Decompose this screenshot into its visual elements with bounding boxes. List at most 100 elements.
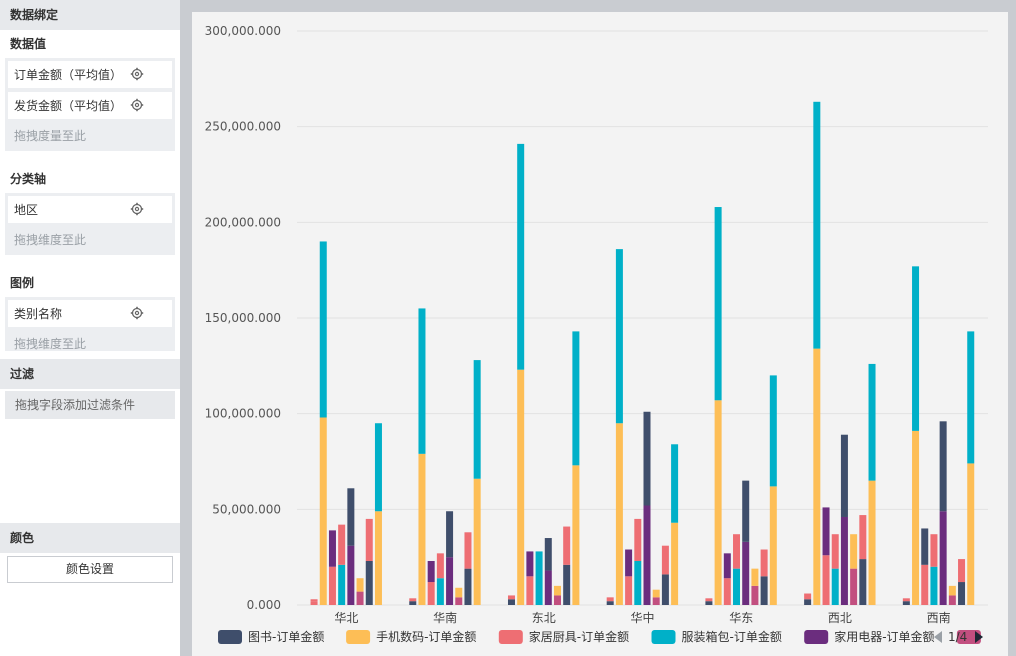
bar-segment [606,597,614,602]
bar-segment [615,249,623,424]
bar-segment [868,480,876,605]
x-tick-label: 东北 [532,611,556,625]
bar-segment [652,589,660,598]
bar-chart: 0.000 50,000.000 100,000.000 150,000.000 200… [205,24,988,644]
bar-segment [742,541,750,605]
x-tick-label: 华东 [729,611,753,625]
legend-label: 服装箱包-订单金额 [682,629,782,644]
y-tick-label: 50,000.000 [212,502,281,516]
bar-segment [661,574,669,605]
x-tick-label: 西南 [927,610,951,625]
bar-segment [671,522,679,605]
category-dropzone[interactable]: 地区 拖拽维度至此 [5,193,175,255]
bar-segment [464,532,472,569]
bar-segment [374,511,382,605]
y-tick-label: 300,000.000 [205,24,281,38]
bar-segment [652,597,660,605]
bar-segment [563,526,571,565]
bar-segment [921,528,929,565]
bar-segment [733,534,741,569]
bar-segment [553,585,561,596]
gear-icon[interactable] [130,98,144,112]
bar-segment [760,576,768,605]
x-tick-label: 华北 [334,611,358,625]
category-drop-hint: 拖拽维度至此 [14,233,87,247]
bar-segment [347,488,355,546]
color-settings-button[interactable]: 颜色设置 [7,556,173,583]
bar-segment [464,568,472,605]
filter-dropzone[interactable]: 拖拽字段添加过滤条件 [5,391,175,419]
category-chip-label: 地区 [14,203,39,217]
gear-icon[interactable] [130,67,144,81]
legend-label: 家居厨具-订单金额 [529,629,629,644]
bar-segment [751,585,759,605]
category-axis-title: 分类轴 [0,165,180,193]
bar-segment [625,576,633,605]
bar-segment [347,545,355,605]
bar-segment [939,511,947,605]
legend-swatch [651,630,676,644]
values-title: 数据值 [0,30,180,58]
legend-label: 图书-订单金额 [248,629,324,644]
bar-segment [563,564,571,605]
bar-segment [473,478,481,605]
bar-segment [912,266,920,431]
bar-segment [751,568,759,586]
bar-segment [705,601,713,605]
bar-segment [544,538,552,571]
bar-segment [328,566,336,605]
y-tick-label: 150,000.000 [205,311,281,325]
bar-segment [769,375,777,487]
bar-segment [840,434,848,517]
legend-label: 家用电器-订单金额 [834,629,934,644]
bar-segment [948,585,956,596]
legend-next-icon[interactable] [975,631,983,643]
values-dropzone[interactable]: 订单金额（平均值） 发货金额（平均值） 拖拽度量至此 [5,58,175,151]
legend-prev-icon[interactable] [934,631,942,643]
bar-segment [356,578,364,592]
value-chip-ship-amount[interactable]: 发货金额（平均值） [8,92,172,119]
bar-segment [733,568,741,605]
chart-card: 0.000 50,000.000 100,000.000 150,000.000 200… [192,12,1008,656]
bar-segment [948,595,956,605]
y-tick-label: 200,000.000 [205,215,281,229]
bar-segment [356,591,364,605]
y-tick-label: 100,000.000 [205,407,281,421]
x-tick-label: 西北 [828,611,852,625]
bar-segment [507,599,515,605]
bar-segment [813,101,821,349]
bar-segment [446,557,454,605]
legend-swatch [804,630,829,644]
bar-segment [517,143,525,370]
bar-segment [643,411,651,506]
bar-segment [535,551,543,605]
bar-segment [723,553,731,579]
category-chip-region[interactable]: 地区 [8,196,172,223]
legend-chip-category[interactable]: 类别名称 [8,300,172,327]
bar-segment [455,587,463,598]
bar-segment [572,331,580,466]
bar-segment [831,568,839,605]
bar-segment [418,308,426,454]
bar-segment [615,423,623,605]
bar-segment [553,595,561,605]
bar-segment [967,331,975,464]
bar-segment [813,348,821,605]
bar-segment [921,564,929,605]
bar-segment [902,598,910,602]
bar-segment [625,549,633,577]
gear-icon[interactable] [130,306,144,320]
bar-segment [958,582,966,605]
legend-chip-label: 类别名称 [14,307,63,321]
gear-icon[interactable] [130,202,144,216]
bar-segment [310,601,318,605]
bar-segment [930,566,938,605]
bar-segment [427,582,435,605]
y-tick-label: 250,000.000 [205,120,281,134]
legend-dropzone[interactable]: 类别名称 拖拽维度至此 [5,297,175,351]
value-chip-order-amount[interactable]: 订单金额（平均值） [8,61,172,88]
bar-segment [338,524,346,565]
bar-segment [769,486,777,605]
bar-segment [507,595,515,600]
bar-segment [606,601,614,605]
